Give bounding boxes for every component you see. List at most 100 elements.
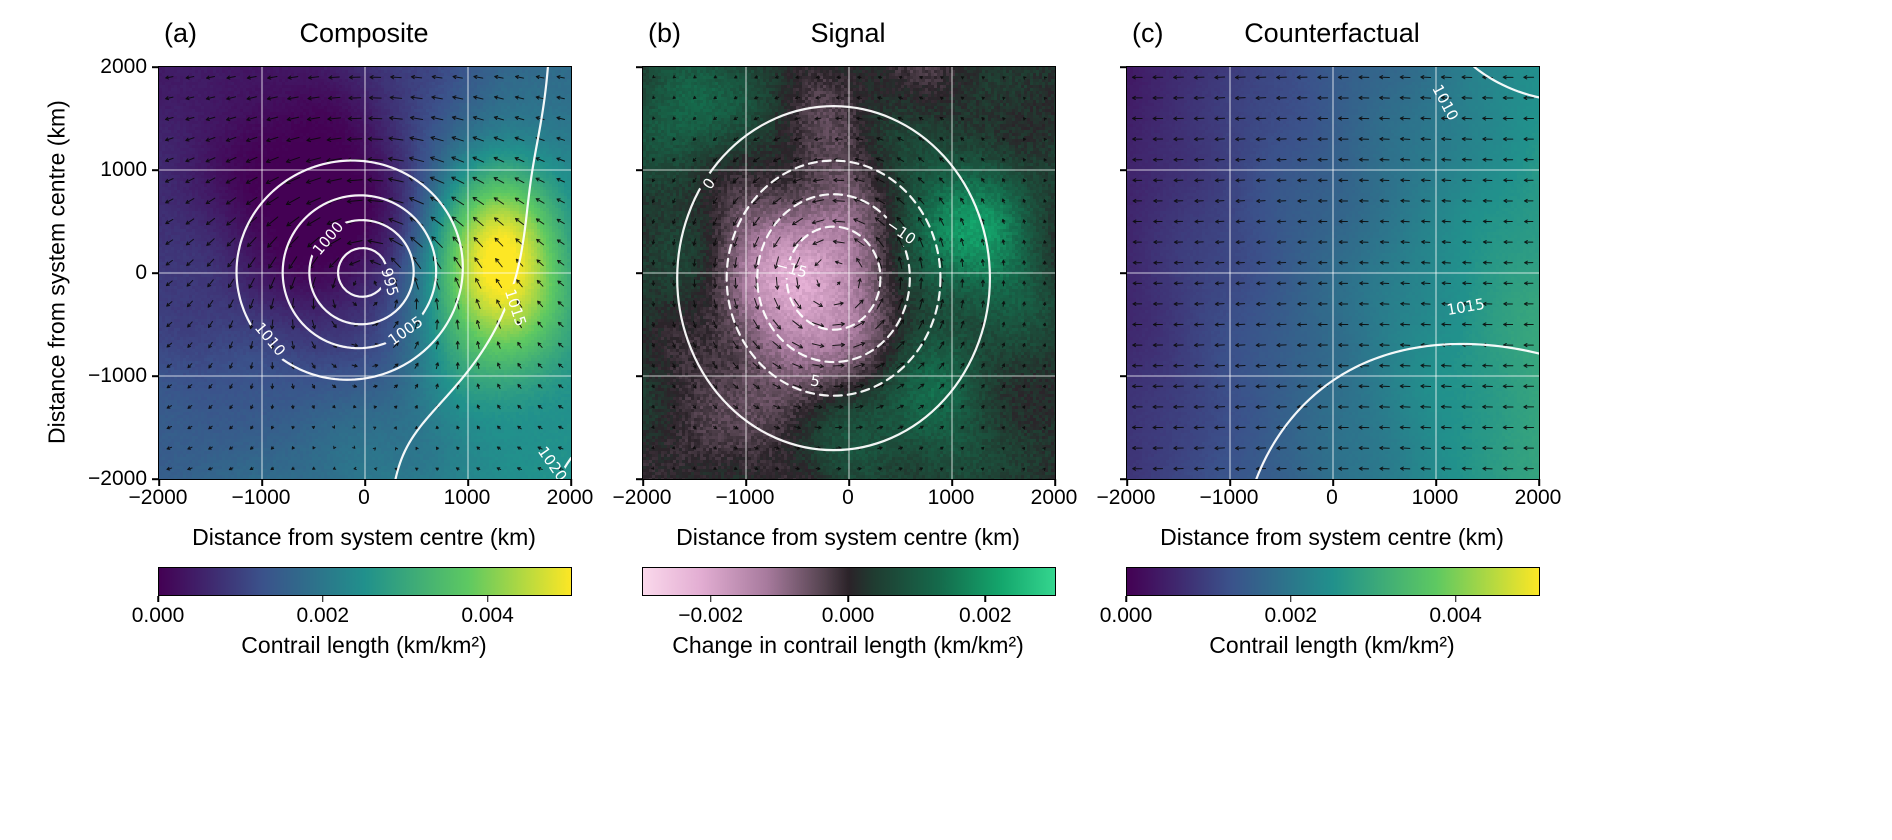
heatmap-canvas-signal xyxy=(643,67,1055,479)
heatmap-canvas-composite xyxy=(159,67,571,479)
x-tick-label: −1000 xyxy=(1199,486,1259,509)
panel-letter: (a) xyxy=(164,18,197,48)
x-tick-mark xyxy=(158,479,160,486)
y-tick-mark xyxy=(1120,478,1127,480)
x-tick-label: −2000 xyxy=(128,486,188,509)
heatmap-canvas-counterfactual xyxy=(1127,67,1539,479)
x-tick-mark xyxy=(467,479,469,486)
x-tick-mark xyxy=(1229,479,1231,486)
y-tick-label: −1000 xyxy=(88,364,147,387)
panel-title-row: (b) Signal xyxy=(642,14,1054,58)
x-tick-label: 0 xyxy=(1326,486,1338,509)
panel-composite: (a) Composite 2000 1000 0 −1000 −2000 −2000−… xyxy=(88,14,594,659)
colorbar-tick-mark xyxy=(1454,596,1457,602)
x-tick-label: 1000 xyxy=(443,486,491,509)
y-tick-mark xyxy=(636,66,643,68)
y-tick-mark xyxy=(152,169,159,171)
x-tick-label: −1000 xyxy=(715,486,775,509)
x-tick-label: 0 xyxy=(358,486,370,509)
panel-title: Composite xyxy=(299,18,429,48)
colorbar-canvas xyxy=(642,567,1056,596)
colorbar-tick-mark xyxy=(984,596,987,602)
x-tick-mark xyxy=(364,479,366,486)
panel-title-row: (c) Counterfactual xyxy=(1126,14,1538,58)
colorbar-tick-label: 0.000 xyxy=(131,604,185,627)
x-tick-label: 1000 xyxy=(1411,486,1459,509)
panel-title: Counterfactual xyxy=(1244,18,1420,48)
x-tick-label: 1000 xyxy=(927,486,975,509)
plot-area-composite: 2000 1000 0 −1000 −2000 xyxy=(88,55,572,490)
colorbar-label: Contrail length (km/km²) xyxy=(1209,632,1455,658)
x-tick-mark xyxy=(1332,479,1334,486)
x-tick-mark xyxy=(951,479,953,486)
plot-area-signal xyxy=(636,66,1056,486)
y-tick-mark xyxy=(636,169,643,171)
colorbar-tick-mark xyxy=(1290,596,1292,602)
colorbar-tick-label: 0.000 xyxy=(821,604,875,627)
colorbar-tick-label: 0.002 xyxy=(1264,604,1318,627)
x-tick-mark xyxy=(1538,479,1540,486)
colorbar-tick-labels: −0.002 0.000 0.002 xyxy=(642,596,1054,630)
panel-counterfactual: (c) Counterfactual −2000 −1000 0 1000 2000 D… xyxy=(1097,14,1562,659)
x-tick-label: 2000 xyxy=(1030,486,1078,509)
x-tick-mark xyxy=(642,479,644,486)
y-tick-mark xyxy=(152,375,159,377)
x-axis-label: Distance from system centre (km) xyxy=(676,524,1020,550)
panel-signal: (b) Signal −2000 −1000 0 1000 2000 Distance … xyxy=(613,14,1078,659)
x-axis-label: Distance from system centre (km) xyxy=(1160,524,1504,550)
x-tick-mark xyxy=(1054,479,1056,486)
x-tick-mark xyxy=(745,479,747,486)
x-tick-mark xyxy=(570,479,572,486)
y-tick-mark xyxy=(1120,375,1127,377)
y-tick-mark xyxy=(1120,272,1127,274)
y-tick-label: 1000 xyxy=(100,158,147,181)
y-tick-mark xyxy=(636,375,643,377)
colorbar-tick-mark xyxy=(322,596,324,602)
x-tick-labels: −2000 −1000 0 1000 2000 xyxy=(613,486,1078,518)
y-tick-mark xyxy=(152,66,159,68)
colorbar-tick-label: 0.004 xyxy=(461,604,514,627)
y-tick-label: 2000 xyxy=(100,55,147,78)
colorbar-canvas xyxy=(158,567,572,596)
x-tick-mark xyxy=(1435,479,1437,486)
colorbar-tick-label: 0.002 xyxy=(959,604,1012,627)
x-tick-labels: −2000 −1000 0 1000 2000 xyxy=(129,486,594,518)
panel-letter: (b) xyxy=(648,18,681,48)
colorbar-tick-labels: 0.000 0.002 0.004 xyxy=(132,596,570,630)
colorbar-composite xyxy=(158,567,572,596)
y-tick-label: 0 xyxy=(135,261,147,284)
x-tick-label: −2000 xyxy=(1096,486,1156,509)
x-tick-label: −2000 xyxy=(612,486,672,509)
colorbar-tick-mark xyxy=(709,596,712,602)
y-tick-mark xyxy=(1120,169,1127,171)
colorbar-label: Change in contrail length (km/km²) xyxy=(672,632,1024,658)
y-tick-mark xyxy=(1120,66,1127,68)
colorbar-tick-labels: 0.000 0.002 0.004 xyxy=(1100,596,1538,630)
y-axis-label: Distance from system centre (km) xyxy=(43,100,70,444)
colorbar-signal xyxy=(642,567,1056,596)
x-tick-label: 0 xyxy=(842,486,854,509)
x-tick-mark xyxy=(848,479,850,486)
x-tick-label: 2000 xyxy=(546,486,594,509)
plot-area-counterfactual xyxy=(1120,66,1540,486)
y-tick-mark xyxy=(636,272,643,274)
x-tick-mark xyxy=(1126,479,1128,486)
panel-letter: (c) xyxy=(1132,18,1164,48)
y-tick-mark xyxy=(152,272,159,274)
y-tick-mark xyxy=(152,478,159,480)
y-tick-mark xyxy=(636,478,643,480)
y-tick-label: −2000 xyxy=(88,467,147,490)
colorbar-counterfactual xyxy=(1126,567,1540,596)
colorbar-tick-mark xyxy=(157,596,159,602)
colorbar-canvas xyxy=(1126,567,1540,596)
colorbar-tick-mark xyxy=(847,596,849,602)
colorbar-tick-label: −0.002 xyxy=(678,604,744,627)
x-axis-label: Distance from system centre (km) xyxy=(192,524,536,550)
colorbar-tick-mark xyxy=(486,596,489,602)
panel-title-row: (a) Composite xyxy=(158,14,570,58)
colorbar-tick-label: 0.004 xyxy=(1429,604,1482,627)
x-tick-labels: −2000 −1000 0 1000 2000 xyxy=(1097,486,1562,518)
x-tick-label: −1000 xyxy=(231,486,291,509)
figure-root: Distance from system centre (km) (a) Com… xyxy=(43,14,1562,659)
colorbar-tick-label: 0.002 xyxy=(296,604,350,627)
